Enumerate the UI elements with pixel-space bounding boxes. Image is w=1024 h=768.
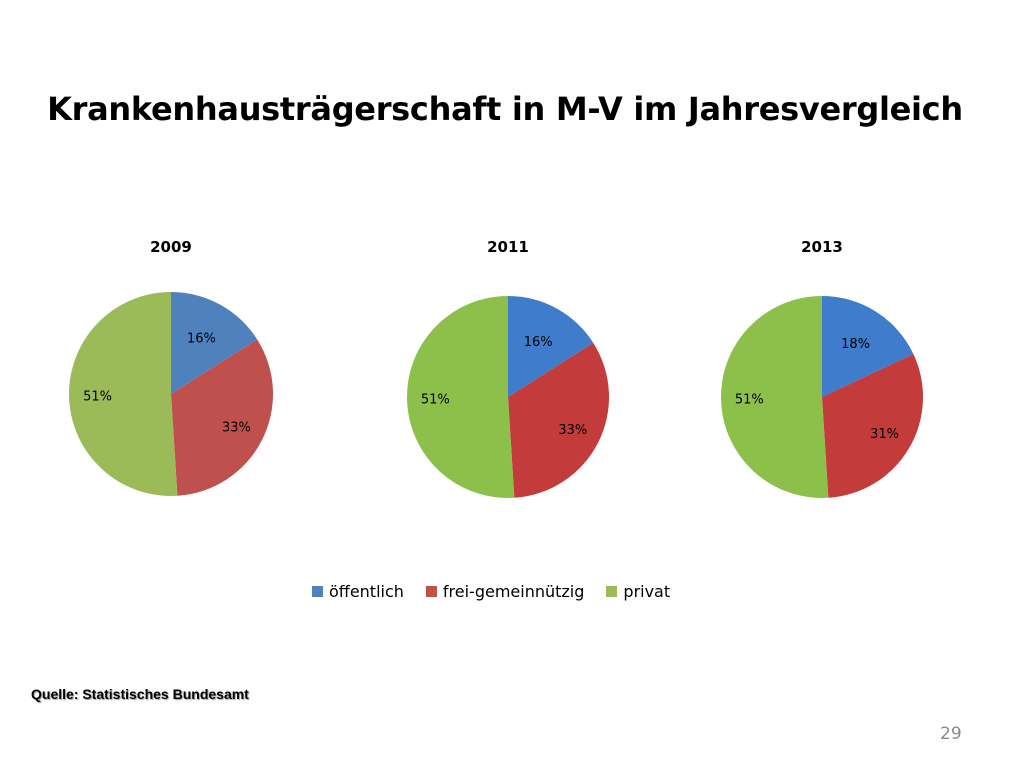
legend-item-oeffentlich: öffentlich [312, 582, 404, 601]
chart-legend: öffentlich frei-gemeinnützig privat [312, 582, 692, 601]
pie-label-2013-oeffentlich: 18% [841, 337, 870, 352]
pie-slice-2009-privat [69, 292, 178, 497]
pie-slice-2011-oeffentlich [508, 296, 594, 397]
pie-slice-2013-privat [720, 296, 829, 499]
page-number: 29 [940, 724, 962, 744]
legend-swatch-oeffentlich [312, 586, 323, 597]
legend-item-privat: privat [606, 582, 670, 601]
pie-slice-2009-frei-gemeinnuetzig [171, 339, 274, 496]
pie-label-2013-frei-gemeinnuetzig: 31% [870, 427, 899, 442]
legend-swatch-privat [606, 586, 618, 597]
pie-slice-2011-privat [406, 296, 515, 499]
pie-title-2011: 2011 [487, 238, 529, 256]
pie-slice-2009-oeffentlich [171, 292, 258, 394]
pie-title-2013: 2013 [801, 238, 843, 256]
pie-label-2013-privat: 51% [735, 392, 764, 407]
pie-title-2009: 2009 [150, 238, 192, 256]
legend-item-frei-gemeinnuetzig: frei-gemeinnützig [425, 582, 585, 601]
pie-label-2009-oeffentlich: 16% [187, 332, 216, 347]
pie-label-2009-privat: 51% [83, 389, 112, 404]
pie-slice-2013-oeffentlich [822, 296, 914, 397]
source-note: Quelle: Statistisches Bundesamt [31, 686, 249, 702]
legend-label-oeffentlich: öffentlich [329, 582, 404, 601]
pie-label-2011-privat: 51% [421, 392, 450, 407]
legend-label-privat: privat [623, 582, 671, 601]
legend-swatch-frei-gemeinnuetzig [425, 586, 437, 597]
slide-title: Krankenhausträgerschaft in M-V im Jahres… [47, 90, 963, 128]
pie-label-2011-frei-gemeinnuetzig: 33% [558, 423, 587, 438]
pie-label-2009-frei-gemeinnuetzig: 33% [222, 420, 251, 435]
legend-label-frei-gemeinnuetzig: frei-gemeinnützig [442, 582, 585, 601]
pie-slice-2013-frei-gemeinnuetzig [822, 353, 924, 498]
pie-label-2011-oeffentlich: 16% [524, 335, 553, 350]
pie-slice-2011-frei-gemeinnuetzig [508, 342, 609, 498]
